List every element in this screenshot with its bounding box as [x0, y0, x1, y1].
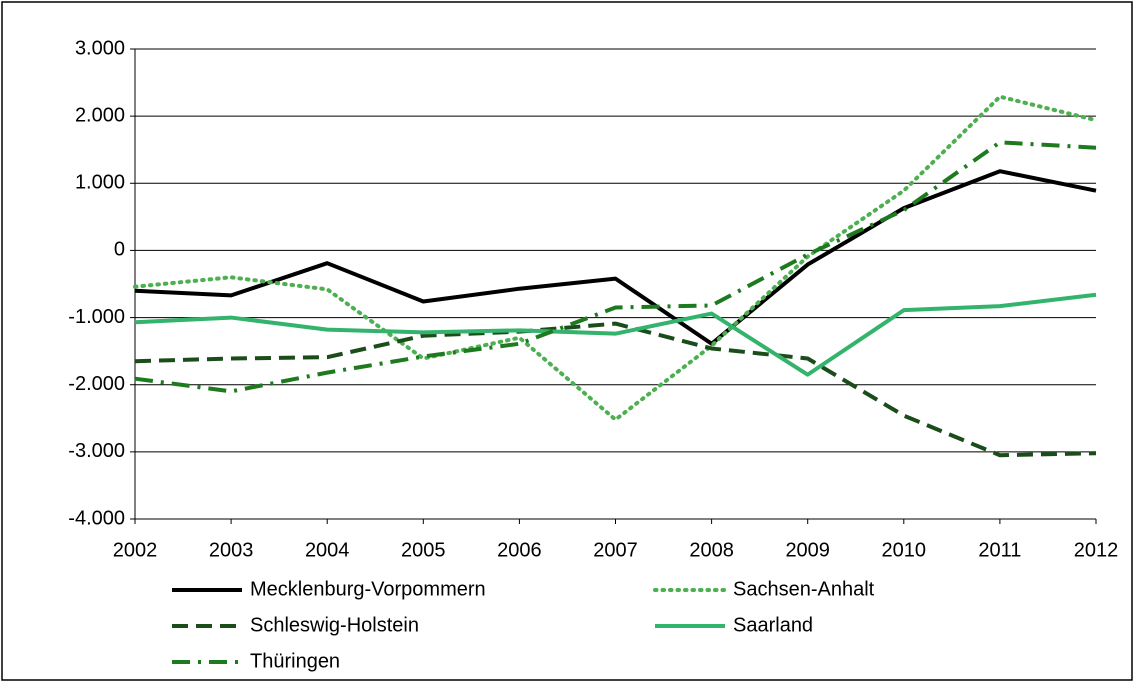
series-line: [134, 321, 1097, 458]
x-tick-label: 2010: [882, 539, 927, 561]
y-tick-label: -1.000: [68, 306, 125, 328]
x-tick-label: 2002: [113, 539, 158, 561]
x-tick-label: 2008: [689, 539, 734, 561]
y-tick-label: 2.000: [75, 104, 125, 126]
legend-label: Mecklenburg-Vorpommern: [250, 578, 486, 600]
x-tick-label: 2004: [305, 539, 350, 561]
x-tick-label: 2005: [401, 539, 446, 561]
series-line: [134, 292, 1097, 377]
x-tick-label: 2012: [1074, 539, 1119, 561]
y-tick-label: 0: [114, 239, 125, 261]
x-tick-label: 2009: [785, 539, 830, 561]
x-tick-label: 2007: [593, 539, 638, 561]
y-tick-label: -4.000: [68, 507, 125, 529]
x-tick-label: 2006: [497, 539, 542, 561]
x-tick-label: 2011: [978, 539, 1021, 561]
x-tick-label: 2003: [209, 539, 254, 561]
legend-label: Saarland: [733, 614, 813, 636]
series-line: [134, 169, 1097, 346]
y-tick-label: -2.000: [68, 373, 125, 395]
legend-label: Sachsen-Anhalt: [733, 578, 875, 600]
y-tick-label: 1.000: [75, 172, 125, 194]
y-tick-label: 3.000: [75, 37, 125, 59]
y-tick-label: -3.000: [68, 440, 125, 462]
series-line: [134, 140, 1097, 394]
legend-label: Schleswig-Holstein: [250, 614, 419, 636]
legend-label: Thüringen: [250, 650, 340, 672]
